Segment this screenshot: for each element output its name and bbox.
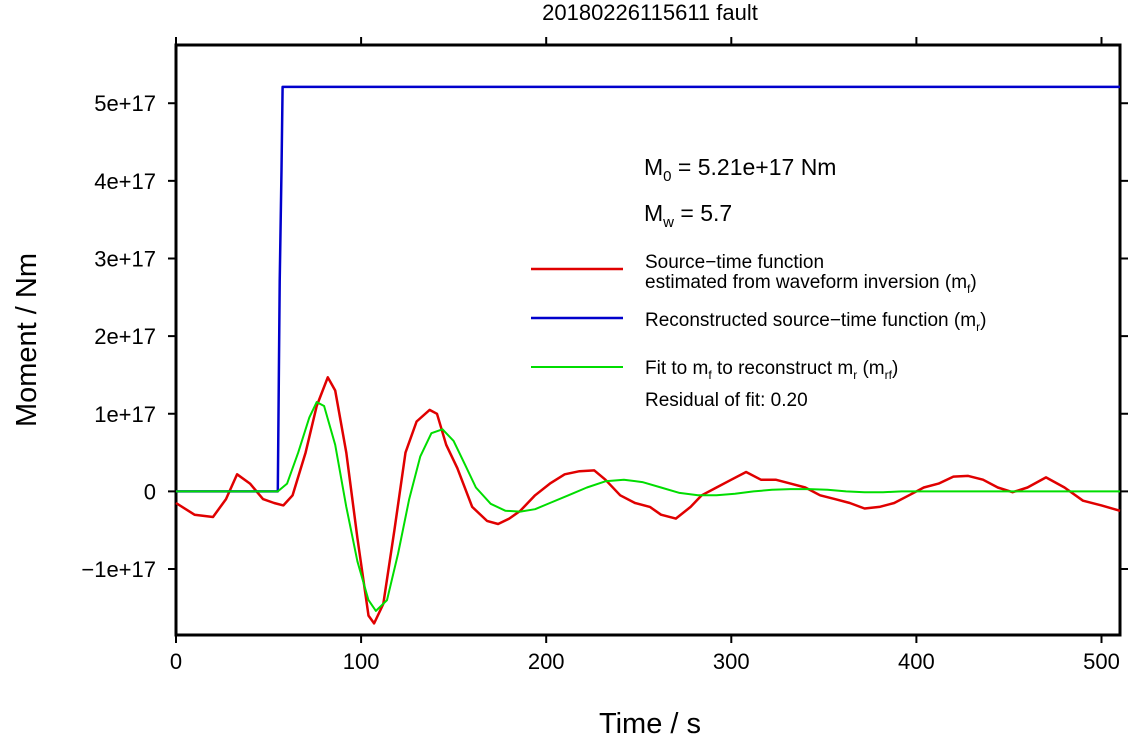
plot-area-border	[174, 43, 1122, 637]
x-axis-label: Time / s	[599, 708, 701, 736]
x-tick-label: 500	[1083, 649, 1120, 674]
moment-annotation: M0 = 5.21e+17 Nm	[644, 154, 836, 185]
y-tick-label: 1e+17	[94, 402, 156, 427]
y-tick-label: 4e+17	[94, 169, 156, 194]
y-tick-label: 5e+17	[94, 91, 156, 116]
legend-label-red-1: Source−time function	[645, 252, 824, 273]
x-tick-label: 200	[528, 649, 565, 674]
x-tick-label: 100	[343, 649, 380, 674]
residual-label: Residual of fit: 0.20	[645, 390, 808, 411]
y-tick-label: 3e+17	[94, 246, 156, 271]
plot-frame	[174, 43, 1122, 637]
legend-label-blue: Reconstructed source−time function (mr)	[645, 310, 986, 334]
legend-label-green: Fit to mf to reconstruct mr (mrf)	[645, 358, 898, 382]
series-lines	[175, 85, 1121, 625]
svg-text:M0 = 5.21e+17 Nm: M0 = 5.21e+17 Nm	[644, 154, 836, 185]
fit-line	[176, 401, 1120, 612]
y-tick-label: 0	[144, 479, 156, 504]
source-time-function-line	[175, 376, 1121, 625]
x-tick-label: 300	[713, 649, 750, 674]
magnitude-annotation: Mw = 5.7	[644, 200, 732, 231]
y-tick-label: −1e+17	[81, 557, 156, 582]
legend-label-red-2: estimated from waveform inversion (mf)	[645, 272, 977, 296]
axis-ticks: 0 100 200 300 400 500 −1e+17 0 1e+17 2e+17 3e+17 4e…	[81, 37, 1128, 674]
x-tick-label: 0	[170, 649, 182, 674]
y-tick-label: 2e+17	[94, 324, 156, 349]
chart-title: 20180226115611 fault	[542, 0, 758, 25]
svg-text:Mw = 5.7: Mw = 5.7	[644, 200, 732, 231]
y-axis-label: Moment / Nm	[11, 253, 43, 427]
legend: Source−time function estimated from wave…	[531, 252, 986, 411]
x-tick-label: 400	[898, 649, 935, 674]
